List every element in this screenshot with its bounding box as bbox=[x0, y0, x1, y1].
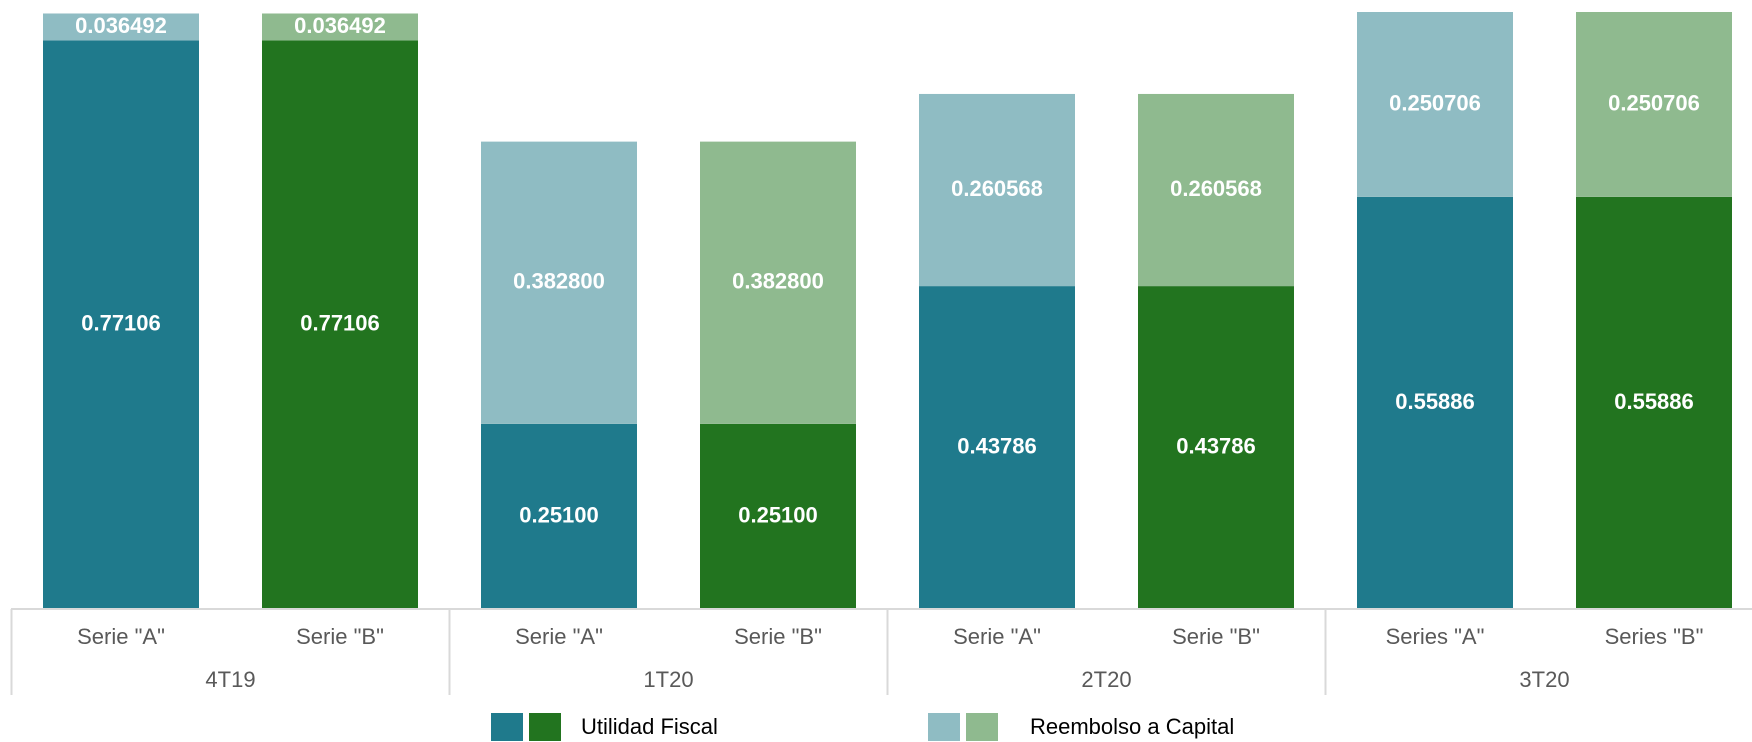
bar-segment bbox=[1357, 12, 1513, 197]
data-label: 0.250706 bbox=[1608, 90, 1700, 115]
data-label: 0.55886 bbox=[1614, 389, 1694, 414]
data-label: 0.036492 bbox=[294, 13, 386, 38]
legend-swatch bbox=[529, 713, 561, 741]
bar-segment bbox=[262, 13, 418, 41]
bar-segment bbox=[700, 423, 856, 609]
group-label: 4T19 bbox=[205, 667, 255, 692]
bar-segment bbox=[1576, 12, 1732, 197]
data-label: 0.77106 bbox=[300, 311, 380, 336]
x-tick-label: Series "A" bbox=[1386, 624, 1485, 649]
data-label: 0.382800 bbox=[732, 269, 824, 294]
legend-label: Utilidad Fiscal bbox=[581, 714, 718, 739]
legend-swatch bbox=[928, 713, 960, 741]
data-label: 0.43786 bbox=[1176, 433, 1256, 458]
group-label: 2T20 bbox=[1081, 667, 1131, 692]
bar-segment bbox=[919, 286, 1075, 609]
bar-segment bbox=[1138, 286, 1294, 609]
group-label: 1T20 bbox=[643, 667, 693, 692]
data-label: 0.036492 bbox=[75, 13, 167, 38]
data-label: 0.55886 bbox=[1395, 389, 1475, 414]
bar-segment bbox=[481, 141, 637, 424]
data-label: 0.25100 bbox=[519, 502, 599, 527]
x-tick-label: Serie "B" bbox=[1172, 624, 1260, 649]
data-label: 0.25100 bbox=[738, 502, 818, 527]
x-tick-label: Serie "A" bbox=[77, 624, 165, 649]
bar-segment bbox=[700, 141, 856, 424]
data-label: 0.250706 bbox=[1389, 90, 1481, 115]
bar-segment bbox=[1576, 196, 1732, 609]
data-label: 0.260568 bbox=[1170, 176, 1262, 201]
bar-segment bbox=[43, 40, 199, 609]
group-label: 3T20 bbox=[1519, 667, 1569, 692]
bar-segment bbox=[262, 40, 418, 609]
bar-segment bbox=[43, 13, 199, 41]
legend-swatch bbox=[491, 713, 523, 741]
data-label: 0.382800 bbox=[513, 269, 605, 294]
x-tick-label: Serie "A" bbox=[515, 624, 603, 649]
x-tick-label: Serie "A" bbox=[953, 624, 1041, 649]
bar-segment bbox=[481, 423, 637, 609]
legend-label: Reembolso a Capital bbox=[1030, 714, 1234, 739]
x-tick-label: Serie "B" bbox=[734, 624, 822, 649]
data-label: 0.260568 bbox=[951, 176, 1043, 201]
bar-segment bbox=[1138, 93, 1294, 287]
x-tick-label: Series "B" bbox=[1605, 624, 1704, 649]
bar-segment bbox=[919, 93, 1075, 287]
bar-segment bbox=[1357, 196, 1513, 609]
x-tick-label: Serie "B" bbox=[296, 624, 384, 649]
data-label: 0.77106 bbox=[81, 311, 161, 336]
legend-swatch bbox=[966, 713, 998, 741]
data-label: 0.43786 bbox=[957, 433, 1037, 458]
